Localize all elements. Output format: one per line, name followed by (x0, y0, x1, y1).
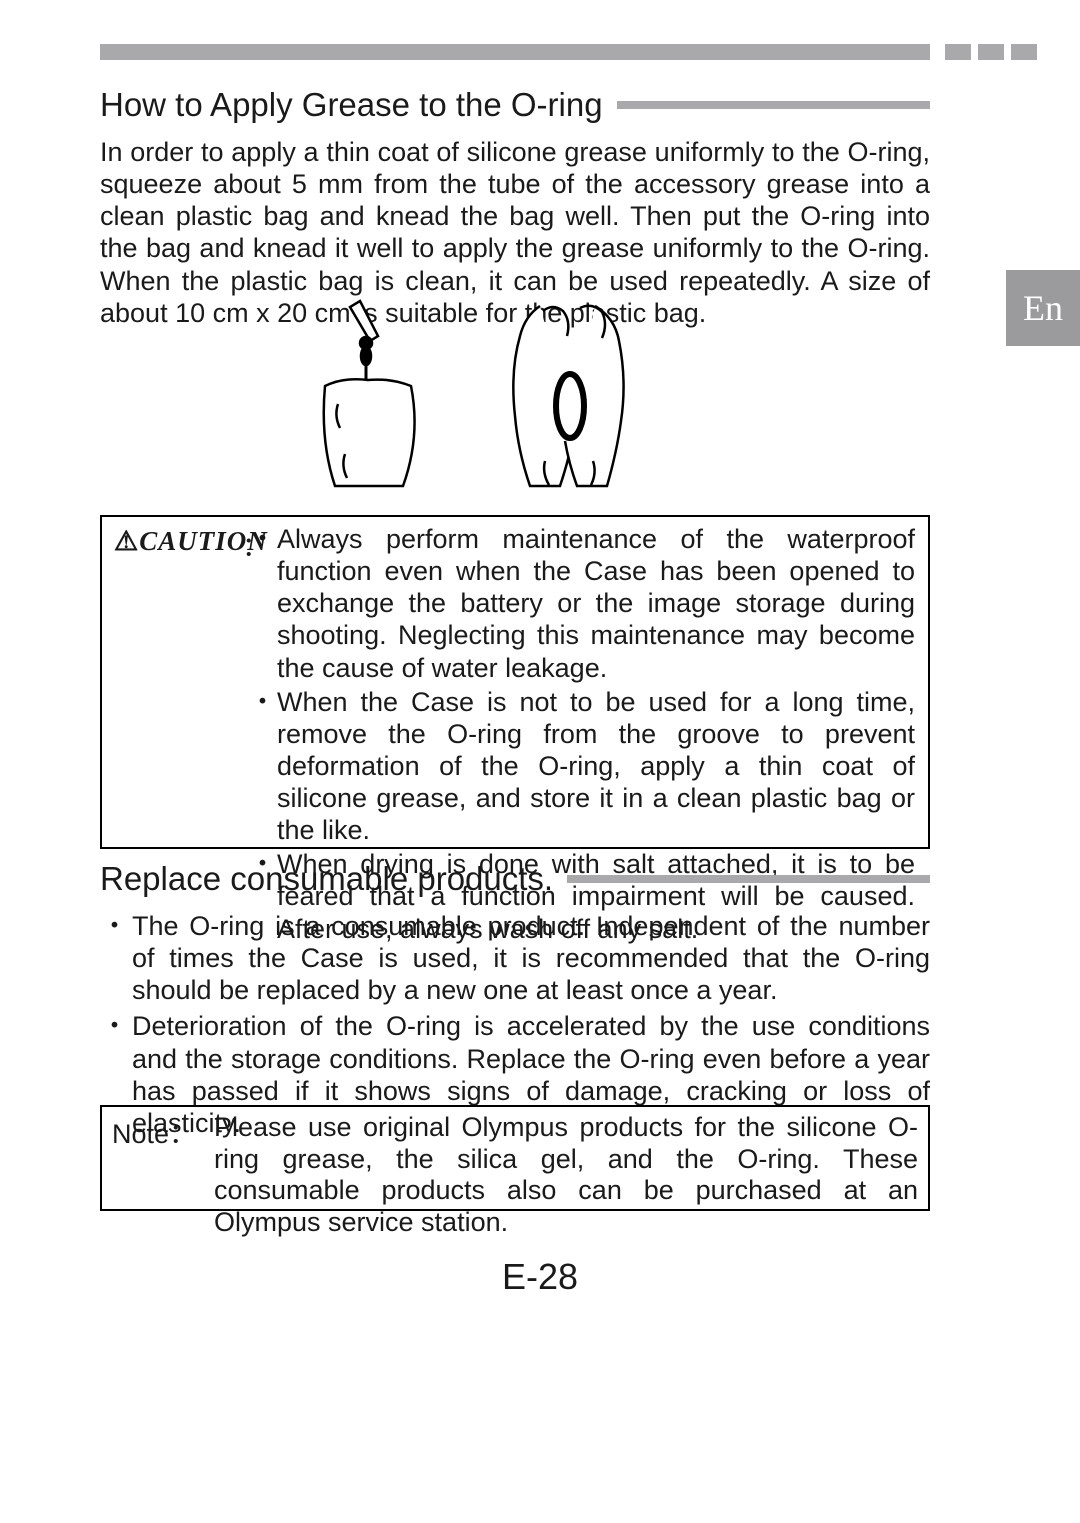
top-square-2 (978, 44, 1004, 60)
heading-rule-1 (617, 101, 930, 109)
section-1-title: How to Apply Grease to the O-ring (100, 86, 603, 124)
language-tab: En (1006, 270, 1080, 346)
section-2-title: Replace consumable products. (100, 860, 553, 898)
section-1-heading: How to Apply Grease to the O-ring (100, 86, 930, 124)
note-box: Note： Please use original Olympus produc… (100, 1105, 930, 1211)
top-square-3 (1011, 44, 1037, 60)
illustration-area (290, 296, 660, 496)
page-number: E-28 (0, 1256, 1080, 1298)
note-label: Note： (112, 1112, 196, 1151)
page: En How to Apply Grease to the O-ring In … (0, 0, 1080, 1523)
caution-box: ⚠CAUTION ： Always perform maintenance of… (100, 515, 930, 849)
note-text: Please use original Olympus products for… (214, 1112, 918, 1238)
top-rule (100, 44, 930, 60)
top-square-1 (945, 44, 971, 60)
warning-icon: ⚠ (114, 526, 139, 556)
section-2-heading: Replace consumable products. (100, 860, 930, 898)
caution-item: Always perform maintenance of the waterp… (255, 523, 915, 684)
caution-item: When the Case is not to be used for a lo… (255, 686, 915, 847)
heading-rule-2 (567, 875, 930, 883)
list-item: The O-ring is a consumable product. Inde… (100, 910, 930, 1006)
